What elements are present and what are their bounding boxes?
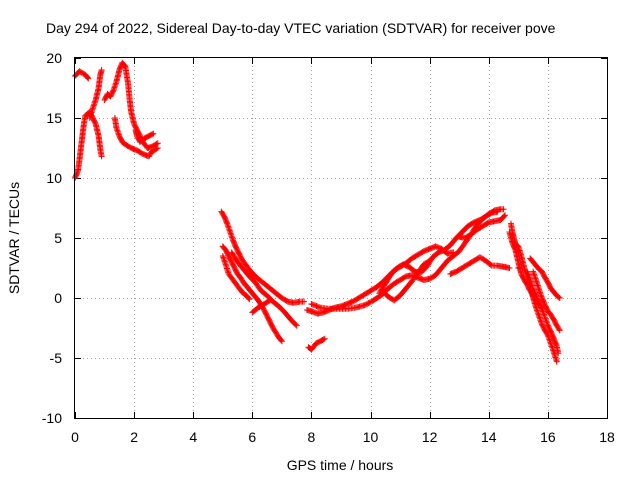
data-point: [502, 212, 509, 219]
data-point: [555, 350, 562, 357]
data-point: [84, 74, 91, 81]
data-point: [293, 322, 300, 329]
data-point: [98, 153, 105, 160]
data-point: [500, 206, 507, 213]
y-tick-label: 15: [46, 110, 62, 126]
data-point: [366, 299, 373, 306]
x-tick-label: 16: [540, 429, 556, 445]
data-point: [153, 145, 160, 152]
x-tick-label: 8: [308, 429, 316, 445]
data-point: [246, 296, 253, 303]
x-tick-label: 0: [71, 429, 79, 445]
data-point: [310, 302, 317, 309]
data-point: [301, 298, 308, 305]
data-point: [316, 304, 323, 311]
x-tick-label: 14: [481, 429, 497, 445]
data-point: [98, 67, 105, 73]
data-point: [267, 297, 274, 304]
data-point: [365, 300, 372, 307]
data-point: [150, 130, 157, 137]
data-point: [501, 213, 508, 220]
chart-title: Day 294 of 2022, Sidereal Day-to-day VTE…: [46, 20, 556, 36]
data-point: [502, 263, 509, 270]
data-point: [506, 265, 513, 271]
data-point: [367, 298, 374, 305]
data-point: [313, 303, 320, 310]
data-point: [555, 326, 562, 333]
data-point: [265, 298, 272, 305]
y-tick-label: 20: [46, 50, 62, 66]
data-point: [361, 302, 368, 309]
y-tick-labels: -10 -5 0 5 10 15 20: [42, 50, 62, 426]
data-point: [321, 335, 328, 342]
x-tick-label: 4: [189, 429, 197, 445]
x-tick-label: 10: [363, 429, 379, 445]
data-points: [72, 59, 563, 365]
y-tick-label: 0: [54, 290, 62, 306]
data-point: [308, 301, 315, 307]
data-point: [553, 358, 560, 365]
data-point: [278, 337, 285, 344]
data-point: [149, 131, 156, 138]
x-tick-label: 6: [248, 429, 256, 445]
x-tick-label: 2: [130, 429, 138, 445]
plot-frame: [74, 57, 608, 419]
data-point: [362, 301, 369, 308]
data-point: [309, 301, 316, 308]
data-point: [292, 321, 299, 328]
y-tick-label: -5: [50, 350, 63, 366]
data-point: [556, 327, 563, 334]
data-point: [515, 265, 522, 271]
data-point: [364, 300, 371, 307]
y-tick-label: 10: [46, 170, 62, 186]
data-point: [245, 295, 252, 302]
data-point: [425, 258, 432, 265]
data-point: [92, 119, 99, 126]
data-point: [556, 295, 563, 301]
data-point: [85, 75, 92, 82]
y-tick-label: -10: [42, 410, 62, 426]
y-axis-label: SDTVAR / TECUs: [6, 182, 22, 294]
x-tick-label: 12: [422, 429, 438, 445]
data-point: [538, 304, 545, 311]
data-point: [109, 88, 116, 95]
data-point: [154, 145, 161, 151]
data-point: [278, 338, 285, 345]
data-point: [494, 208, 501, 215]
y-tick-label: 5: [54, 230, 62, 246]
x-tick-label: 18: [599, 429, 615, 445]
data-point: [426, 257, 433, 264]
data-point: [538, 305, 545, 312]
data-point: [320, 336, 327, 343]
grid: [75, 58, 607, 418]
x-tick-labels: 0 2 4 6 8 10 12 14 16 18: [71, 429, 615, 445]
data-point: [314, 303, 321, 310]
x-axis-label: GPS time / hours: [287, 457, 394, 473]
data-point: [312, 302, 319, 309]
data-point: [555, 294, 562, 301]
